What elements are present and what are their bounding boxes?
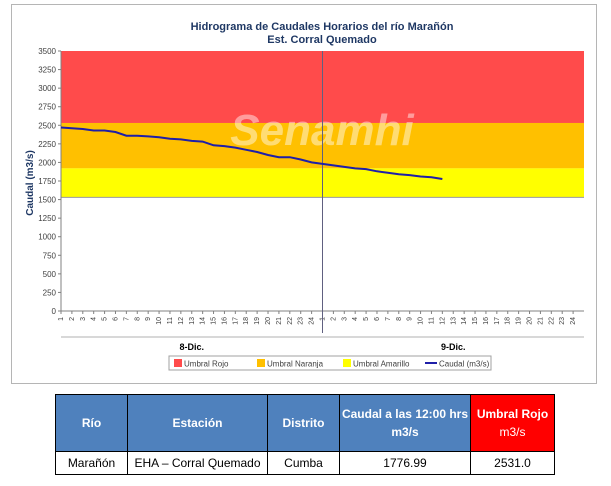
station-table: Río Estación Distrito Caudal a las 12:00…	[55, 394, 555, 475]
day-label: 8-Dic.	[179, 342, 204, 352]
y-tick-label: 500	[43, 270, 57, 279]
x-tick-label: 19	[516, 317, 523, 325]
x-tick-label: 19	[254, 317, 261, 325]
header-umbral-line1: Umbral Rojo	[476, 407, 549, 421]
y-tick-label: 2000	[38, 158, 56, 167]
x-tick-label: 23	[559, 317, 566, 325]
x-tick-label: 13	[189, 317, 196, 325]
x-tick-label: 5	[102, 317, 109, 321]
header-umbral-line2: m3/s	[499, 425, 526, 439]
x-tick-label: 24	[570, 317, 577, 325]
header-caudal-line1: Caudal a las 12:00 hrs	[341, 407, 469, 421]
x-tick-label: 10	[156, 317, 163, 325]
x-tick-label: 3	[80, 317, 87, 321]
x-tick-label: 7	[385, 317, 392, 321]
table-header-row: Río Estación Distrito Caudal a las 12:00…	[55, 394, 555, 452]
header-caudal-line2: m3/s	[391, 425, 419, 439]
y-tick-label: 750	[43, 251, 57, 260]
legend-box	[168, 355, 492, 371]
x-tick-label: 8	[134, 317, 141, 321]
x-tick-label: 11	[167, 317, 174, 324]
x-tick-label: 14	[200, 317, 207, 325]
y-tick-label: 0	[52, 307, 57, 316]
y-tick-label: 1750	[38, 177, 56, 186]
x-tick-label: 16	[483, 317, 490, 325]
x-tick-label: 9	[145, 317, 152, 321]
y-tick-label: 1250	[38, 214, 56, 223]
x-tick-label: 16	[221, 317, 228, 325]
y-tick-label: 3500	[38, 47, 56, 56]
hydrograph-chart: Senamhi Hidrograma de Caudales Horarios …	[25, 21, 584, 371]
x-tick-label: 15	[472, 317, 479, 325]
x-tick-label: 20	[527, 317, 534, 325]
x-tick-label: 24	[309, 317, 316, 325]
y-tick-label: 1000	[38, 233, 56, 242]
x-tick-label: 10	[418, 317, 425, 325]
legend-label: Umbral Rojo	[184, 360, 229, 369]
y-tick-label: 2500	[38, 121, 56, 130]
x-tick-label: 18	[243, 317, 250, 325]
x-tick-label: 9	[407, 317, 414, 321]
x-tick-label: 23	[298, 317, 305, 325]
cell-estacion: EHA – Corral Quemado	[127, 451, 268, 475]
x-tick-label: 22	[548, 317, 555, 325]
chart-frame: Senamhi Hidrograma de Caudales Horarios …	[11, 4, 597, 384]
legend-label: Umbral Amarillo	[353, 360, 410, 369]
chart-subtitle: Est. Corral Quemado	[267, 34, 377, 46]
y-tick-label: 2250	[38, 140, 56, 149]
x-tick-label: 15	[211, 317, 218, 325]
header-umbral-rojo: Umbral Rojo m3/s	[470, 394, 555, 452]
legend-swatch	[174, 359, 182, 367]
y-tick-label: 3250	[38, 66, 56, 75]
x-tick-label: 17	[232, 317, 239, 325]
x-tick-label: 4	[91, 317, 98, 321]
chart-title: Hidrograma de Caudales Horarios del río …	[191, 21, 454, 33]
y-tick-label: 250	[43, 288, 57, 297]
chart-legend: Umbral Rojo Umbral Naranja Umbral Amarillo…	[168, 355, 492, 371]
x-tick-label: 2	[330, 317, 337, 321]
x-tick-label: 6	[374, 317, 381, 321]
legend-swatch	[343, 359, 351, 367]
y-tick-label: 2750	[38, 103, 56, 112]
x-tick-label: 4	[352, 317, 359, 321]
x-tick-label: 12	[439, 317, 446, 325]
x-tick-label: 14	[461, 317, 468, 325]
x-tick-label: 11	[428, 317, 435, 324]
x-tick-label: 13	[450, 317, 457, 325]
x-tick-label: 21	[537, 317, 544, 325]
x-tick-label: 5	[363, 317, 370, 321]
cell-distrito: Cumba	[267, 451, 340, 475]
x-tick-label: 12	[178, 317, 185, 325]
x-tick-label: 17	[494, 317, 501, 325]
cell-umbral: 2531.0	[470, 451, 555, 475]
header-distrito: Distrito	[267, 394, 340, 452]
y-axis-label: Caudal (m3/s)	[25, 150, 36, 216]
x-tick-label: 6	[112, 317, 119, 321]
legend-label: Caudal (m3/s)	[439, 360, 490, 369]
legend-swatch	[257, 359, 265, 367]
day-label: 9-Dic.	[441, 342, 466, 352]
cell-rio: Marañón	[55, 451, 128, 475]
x-tick-label: 2	[69, 317, 76, 321]
x-tick-label: 20	[265, 317, 272, 325]
x-tick-label: 18	[505, 317, 512, 325]
x-tick-label: 22	[287, 317, 294, 325]
table-row: Marañón EHA – Corral Quemado Cumba 1776.…	[55, 451, 555, 475]
legend-label: Umbral Naranja	[267, 360, 324, 369]
series-line-caudal	[60, 126, 443, 180]
x-tick-label: 1	[58, 317, 65, 321]
y-tick-label: 3000	[38, 84, 56, 93]
y-tick-label: 1500	[38, 196, 56, 205]
x-tick-label: 3	[341, 317, 348, 321]
x-tick-label: 21	[276, 317, 283, 325]
x-tick-label: 7	[123, 317, 130, 321]
x-tick-label: 8	[396, 317, 403, 321]
cell-caudal: 1776.99	[339, 451, 471, 475]
header-rio: Río	[55, 394, 128, 452]
header-estacion: Estación	[127, 394, 268, 452]
header-caudal: Caudal a las 12:00 hrs m3/s	[339, 394, 471, 452]
